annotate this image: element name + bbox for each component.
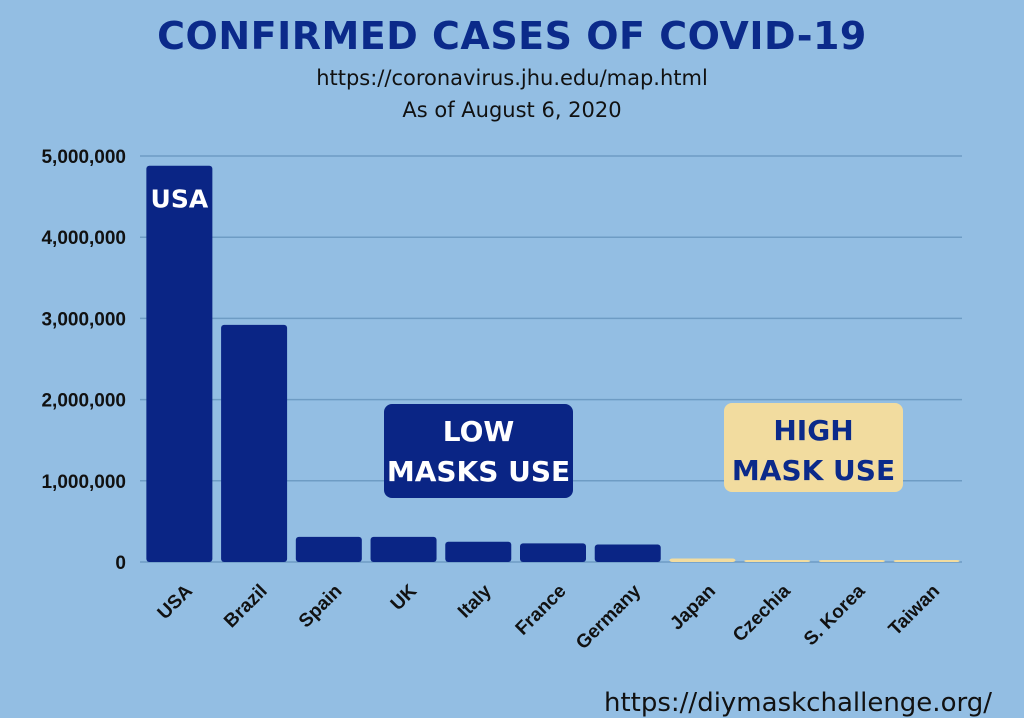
- x-tick-label-usa: USA: [154, 580, 197, 623]
- bar-italy: [445, 541, 512, 562]
- low-mask-callout-line-2: MASKS USE: [386, 455, 571, 488]
- bar-usa: [146, 165, 213, 562]
- bar-japan: [669, 558, 736, 562]
- footer-url: https://diymaskchallenge.org/: [604, 688, 992, 718]
- low-mask-callout-line-1: LOW: [442, 415, 515, 448]
- source-url: https://coronavirus.jhu.edu/map.html: [316, 66, 708, 90]
- bar-germany: [594, 544, 661, 562]
- bar-taiwan: [893, 560, 960, 562]
- x-tick-label-italy: Italy: [454, 580, 496, 622]
- y-tick-label-0: 0: [115, 553, 126, 574]
- y-tick-label-2: 2,000,000: [41, 391, 126, 412]
- x-tick-label-s-korea: S. Korea: [800, 580, 870, 650]
- y-tick-label-4: 4,000,000: [41, 228, 126, 249]
- x-tick-label-brazil: Brazil: [220, 581, 271, 632]
- y-tick-label-5: 5,000,000: [41, 147, 126, 168]
- high-mask-callout-line-2: MASK USE: [731, 454, 896, 487]
- x-tick-label-uk: UK: [387, 580, 421, 614]
- high-mask-use-callout: HIGH MASK USE: [724, 403, 903, 492]
- low-mask-use-callout: LOW MASKS USE: [384, 404, 573, 498]
- x-tick-label-japan: Japan: [666, 581, 720, 635]
- x-tick-label-czechia: Czechia: [729, 580, 795, 646]
- bar-spain: [295, 536, 362, 562]
- chart-title: CONFIRMED CASES OF COVID-19: [157, 14, 867, 58]
- y-tick-label-3: 3,000,000: [41, 309, 126, 330]
- bar-czechia: [744, 560, 811, 562]
- bar-uk: [370, 536, 437, 562]
- x-tick-label-spain: Spain: [295, 581, 346, 632]
- high-mask-callout-line-1: HIGH: [773, 414, 854, 447]
- x-tick-label-germany: Germany: [572, 580, 645, 653]
- bar-s-korea: [818, 560, 885, 562]
- bar-france: [520, 543, 586, 562]
- x-tick-label-france: France: [512, 581, 571, 640]
- y-tick-label-1: 1,000,000: [41, 472, 126, 493]
- x-tick-label-taiwan: Taiwan: [885, 581, 944, 640]
- bar-brazil: [221, 324, 288, 562]
- bar-data-label-usa: USA: [151, 185, 209, 214]
- as-of-date: As of August 6, 2020: [402, 98, 622, 122]
